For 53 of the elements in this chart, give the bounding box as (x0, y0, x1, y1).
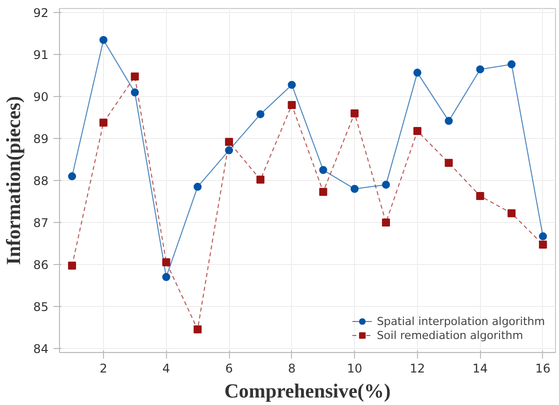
point (225, 146, 234, 154)
point (319, 166, 328, 174)
point (99, 36, 108, 44)
x-tick-label: 16 (535, 362, 551, 376)
y-tick-label: 89 (33, 132, 49, 146)
y-tick-label: 92 (33, 6, 49, 20)
y-tick-label: 90 (33, 90, 49, 104)
y-tick-label: 85 (33, 300, 49, 314)
legend-label: Soil remediation algorithm (376, 328, 524, 342)
point (350, 184, 359, 193)
point (476, 65, 484, 74)
legend-label: Spatial interpolation algorithm (376, 314, 545, 328)
x-tick-label: 10 (346, 362, 362, 376)
x-tick-label: 12 (410, 362, 426, 376)
point (319, 188, 328, 196)
point (350, 109, 359, 118)
point (413, 68, 422, 77)
x-tick-label: 6 (225, 362, 233, 376)
point (162, 258, 170, 266)
point (444, 158, 453, 167)
point (99, 118, 108, 127)
y-axis-title: Information(pieces) (3, 96, 26, 265)
y-tick-label: 91 (33, 48, 49, 62)
point (538, 232, 547, 240)
point (225, 138, 234, 146)
point (256, 110, 264, 118)
point (538, 240, 547, 249)
point (68, 172, 76, 180)
x-tick-label: 4 (162, 362, 170, 376)
point (194, 325, 202, 334)
x-tick-label: 2 (100, 362, 108, 376)
point (508, 60, 516, 68)
point (508, 209, 516, 218)
point (476, 192, 484, 200)
y-tick-label: 87 (33, 216, 49, 230)
point (288, 80, 296, 89)
x-axis-title: Comprehensive(%) (224, 380, 391, 402)
point (162, 272, 170, 281)
point (68, 262, 76, 270)
point (130, 88, 139, 96)
x-tick-label: 8 (288, 362, 296, 376)
point (256, 176, 264, 184)
y-tick-label: 84 (33, 342, 49, 356)
point (288, 100, 296, 109)
point (382, 218, 390, 226)
y-tick-label: 86 (33, 258, 49, 272)
point (444, 116, 453, 125)
point (130, 72, 139, 80)
y-tick-label: 88 (33, 174, 49, 188)
point (194, 182, 202, 191)
point (382, 180, 390, 189)
point (413, 127, 422, 135)
x-tick-label: 14 (472, 362, 488, 376)
